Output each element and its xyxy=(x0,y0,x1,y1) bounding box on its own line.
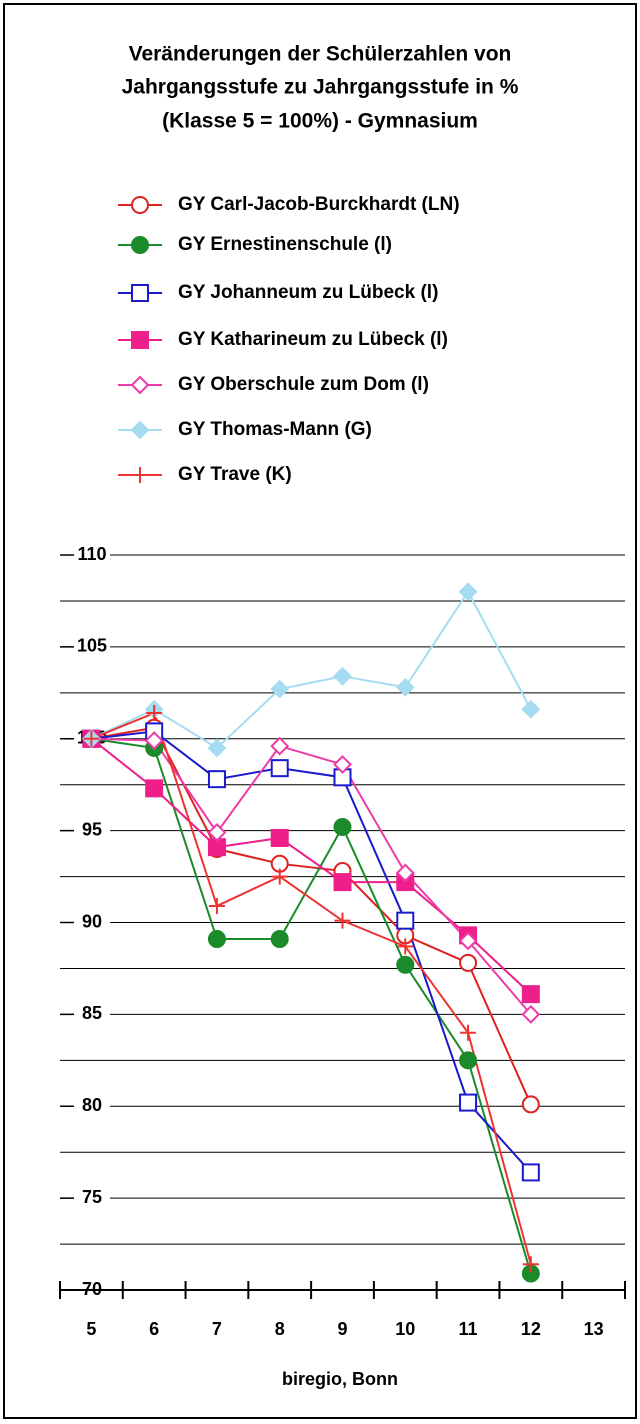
y-tick-label: 80 xyxy=(82,1095,102,1115)
series-line xyxy=(91,737,532,1274)
chart-title: (Klasse 5 = 100%) - Gymnasium xyxy=(162,110,478,133)
data-point xyxy=(521,699,541,719)
data-point xyxy=(459,953,478,972)
legend-marker xyxy=(131,331,149,349)
data-point xyxy=(458,931,478,951)
data-point xyxy=(207,770,226,789)
data-point xyxy=(333,817,352,836)
legend-label: GY Trave (K) xyxy=(178,464,292,485)
legend-label: GY Carl-Jacob-Burckhardt (LN) xyxy=(178,194,460,215)
data-point xyxy=(270,679,290,699)
data-point xyxy=(145,779,164,798)
x-tick-label: 11 xyxy=(459,1319,478,1339)
legend-label: GY Katharineum zu Lübeck (l) xyxy=(178,329,448,350)
legend-marker xyxy=(130,420,150,440)
series-line xyxy=(91,730,532,1174)
data-point xyxy=(521,1004,541,1024)
data-point xyxy=(271,868,288,885)
data-point xyxy=(395,677,415,697)
x-tick-label: 8 xyxy=(275,1319,285,1339)
legend-marker xyxy=(130,375,150,395)
data-point xyxy=(270,930,289,949)
data-point xyxy=(396,911,415,930)
legend-marker xyxy=(131,196,149,214)
x-tick-label: 7 xyxy=(212,1319,222,1339)
y-tick-label-bg xyxy=(74,1004,110,1025)
data-point xyxy=(396,955,415,974)
data-point xyxy=(521,1163,540,1182)
data-point xyxy=(83,730,100,747)
x-tick-label: 6 xyxy=(149,1319,159,1339)
data-point xyxy=(207,823,227,842)
legend-label: GY Johanneum zu Lübeck (l) xyxy=(178,282,438,303)
data-point xyxy=(334,912,351,929)
y-tick-label: 75 xyxy=(82,1187,102,1207)
x-tick-label: 9 xyxy=(337,1319,347,1339)
y-tick-label-bg xyxy=(74,545,110,565)
data-point xyxy=(270,828,289,847)
legend-marker xyxy=(131,284,149,302)
data-point xyxy=(459,1051,478,1070)
y-tick-label: 70 xyxy=(82,1279,102,1299)
y-tick-label-bg xyxy=(74,820,110,841)
data-point xyxy=(333,755,352,774)
y-tick-label-bg xyxy=(74,1188,110,1209)
x-tick-label: 5 xyxy=(86,1319,96,1339)
data-point xyxy=(460,1024,477,1041)
data-point xyxy=(144,731,164,751)
data-point xyxy=(270,759,289,778)
series-line xyxy=(91,737,532,1016)
chart-title: Veränderungen der Schülerzahlen von xyxy=(129,43,512,66)
data-point xyxy=(270,736,290,756)
data-point xyxy=(397,938,414,955)
series-line xyxy=(90,589,532,750)
legend-label: GY Oberschule zum Dom (l) xyxy=(178,374,429,395)
data-point xyxy=(333,873,352,892)
data-point xyxy=(207,738,227,758)
series-line xyxy=(91,711,532,1265)
y-tick-label: 90 xyxy=(82,911,102,931)
chart-title: Jahrgangsstufe zu Jahrgangsstufe in % xyxy=(122,76,519,99)
data-point xyxy=(458,582,478,602)
x-tick-label: 12 xyxy=(521,1319,541,1339)
y-tick-label: 105 xyxy=(77,636,107,656)
data-point xyxy=(333,666,352,686)
y-tick-label-bg xyxy=(74,636,110,657)
y-tick-label: 110 xyxy=(77,544,106,564)
y-tick-label-bg xyxy=(74,1096,110,1117)
y-tick-label-bg xyxy=(74,912,110,933)
series-line xyxy=(90,737,532,995)
x-tick-label: 10 xyxy=(395,1319,415,1339)
data-point xyxy=(207,930,226,949)
y-tick-label: 85 xyxy=(82,1003,102,1023)
legend-label: GY Ernestinenschule (l) xyxy=(178,234,392,255)
legend-marker xyxy=(132,467,148,483)
y-tick-label: 95 xyxy=(82,819,102,839)
data-point xyxy=(521,985,540,1004)
data-point xyxy=(459,1093,478,1112)
x-tick-label: 13 xyxy=(584,1319,604,1339)
data-point xyxy=(522,1256,539,1273)
legend-marker xyxy=(131,236,149,254)
data-point xyxy=(146,705,163,722)
legend-label: GY Thomas-Mann (G) xyxy=(178,419,372,440)
data-point xyxy=(395,863,415,883)
data-point xyxy=(521,1095,540,1114)
source: biregio, Bonn xyxy=(282,1369,398,1389)
data-point xyxy=(208,897,225,914)
